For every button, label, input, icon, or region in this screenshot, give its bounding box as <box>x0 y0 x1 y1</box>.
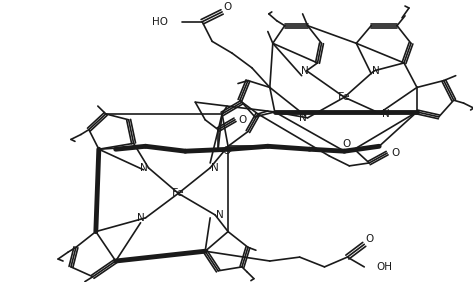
Text: N: N <box>216 210 224 220</box>
Text: N: N <box>301 66 309 76</box>
Text: OH: OH <box>376 262 392 272</box>
Text: Fe: Fe <box>172 188 185 198</box>
Text: O: O <box>342 139 350 149</box>
Text: O: O <box>391 148 399 158</box>
Text: N: N <box>299 113 307 123</box>
Text: Fe: Fe <box>338 92 351 102</box>
Text: HO: HO <box>153 17 168 27</box>
Text: O: O <box>239 115 247 125</box>
Text: N: N <box>382 109 390 119</box>
Text: N: N <box>137 213 145 223</box>
Text: N: N <box>211 163 219 173</box>
Text: O: O <box>223 2 231 12</box>
Text: N: N <box>372 66 380 76</box>
Text: O: O <box>222 146 230 156</box>
Text: N: N <box>140 163 147 173</box>
Text: O: O <box>365 234 374 245</box>
